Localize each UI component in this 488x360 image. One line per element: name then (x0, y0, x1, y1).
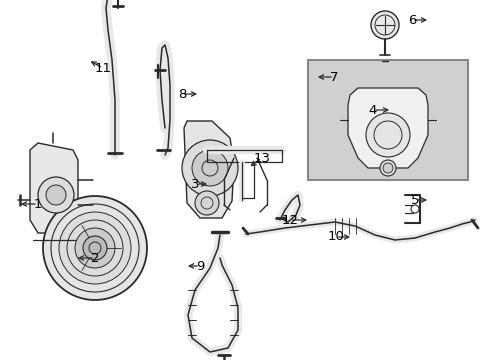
Circle shape (382, 163, 392, 173)
Text: 3: 3 (190, 177, 199, 190)
Text: 1: 1 (34, 198, 42, 211)
Polygon shape (30, 143, 78, 233)
Circle shape (59, 212, 131, 284)
Text: 6: 6 (407, 14, 415, 27)
Circle shape (365, 113, 409, 157)
Text: 8: 8 (178, 87, 186, 100)
Text: 9: 9 (195, 260, 204, 273)
Circle shape (192, 150, 227, 186)
Circle shape (182, 140, 238, 196)
Circle shape (43, 196, 147, 300)
Circle shape (75, 228, 115, 268)
Bar (307, 60, 467, 180)
Circle shape (195, 191, 219, 215)
Text: 2: 2 (91, 252, 99, 265)
Text: 12: 12 (281, 213, 298, 226)
Text: 5: 5 (410, 194, 418, 207)
Circle shape (46, 185, 66, 205)
Circle shape (379, 160, 395, 176)
Polygon shape (183, 121, 234, 218)
Text: 4: 4 (368, 104, 376, 117)
Circle shape (38, 177, 74, 213)
Polygon shape (347, 88, 427, 168)
Text: 10: 10 (327, 230, 344, 243)
Text: 7: 7 (329, 71, 338, 84)
Text: 13: 13 (253, 152, 270, 165)
Circle shape (83, 236, 107, 260)
Circle shape (410, 205, 418, 213)
Text: 11: 11 (94, 62, 111, 75)
Circle shape (370, 11, 398, 39)
